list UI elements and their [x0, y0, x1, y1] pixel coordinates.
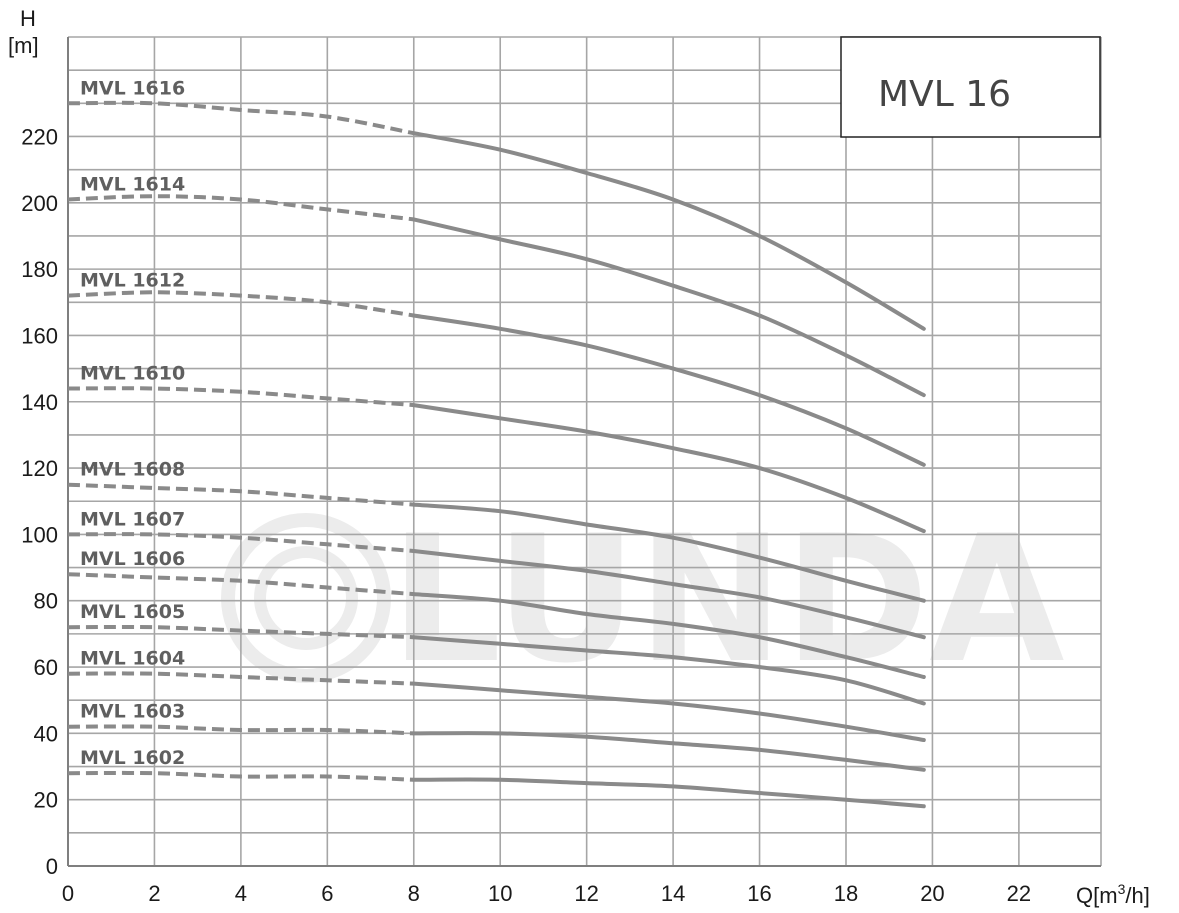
y-tick-label: 220 — [21, 124, 58, 149]
y-tick-label: 0 — [46, 854, 58, 879]
series-label-mvl-1612: MVL 1612 — [80, 270, 185, 292]
curve-mvl-1614-dashed — [67, 194, 415, 222]
curve-mvl-1603-dashed — [67, 724, 414, 736]
y-axis-unit: [m] — [8, 33, 39, 58]
y-tick-label: 180 — [21, 257, 58, 282]
model-title-box: MVL 16 — [840, 36, 1101, 138]
curve-mvl-1616-dashed — [67, 100, 415, 136]
x-axis-title-end: /h] — [1125, 883, 1149, 908]
grid — [68, 36, 1102, 866]
series-label-mvl-1614: MVL 1614 — [80, 173, 185, 195]
x-axis-title: Q[m3/h] — [1076, 881, 1150, 908]
chart-title: MVL 16 — [878, 74, 1011, 115]
axes — [67, 37, 1101, 867]
x-axis-title-main: Q[m — [1076, 883, 1118, 908]
series-label-mvl-1616: MVL 1616 — [80, 77, 185, 99]
series-label-mvl-1603: MVL 1603 — [80, 701, 185, 723]
curve-mvl-1603-solid — [411, 731, 926, 772]
y-tick-label: 160 — [21, 323, 58, 348]
curve-mvl-1606-solid — [411, 592, 926, 679]
y-tick-label: 100 — [21, 522, 58, 547]
y-tick-label: 140 — [21, 390, 58, 415]
curve-mvl-1610-dashed — [67, 386, 414, 408]
curve-mvl-1606-dashed — [67, 572, 414, 597]
y-tick-label: 120 — [21, 456, 58, 481]
y-tick-label: 200 — [21, 191, 58, 216]
curve-mvl-1605-solid — [411, 635, 926, 706]
series-labels: MVL 1616 MVL 1614 MVL 1612 MVL 1610 MVL 1608… — [80, 77, 185, 769]
y-tick-label: 20 — [34, 788, 58, 813]
series-label-mvl-1605: MVL 1605 — [80, 601, 185, 623]
y-tick-label: 40 — [34, 721, 58, 746]
x-tick-label: 2 — [148, 881, 160, 906]
series-label-mvl-1608: MVL 1608 — [80, 459, 185, 481]
x-tick-label: 22 — [1007, 881, 1031, 906]
curve-mvl-1607-dashed — [67, 532, 414, 553]
watermark-ring-outer — [221, 513, 391, 683]
x-tick-label: 6 — [321, 881, 333, 906]
curve-mvl-1612-dashed — [67, 290, 415, 318]
x-axis-title-sup: 3 — [1118, 881, 1126, 897]
curve-mvl-1608-solid — [411, 502, 926, 603]
tick-labels: 0 2 4 6 8 10 12 14 16 18 20 22020406080100120140160… — [21, 124, 1031, 906]
curve-mvl-1604-dashed — [67, 671, 414, 686]
x-tick-label: 4 — [235, 881, 247, 906]
curve-mvl-1607-solid — [411, 549, 926, 640]
curve-mvl-1604-solid — [411, 681, 926, 742]
x-tick-label: 10 — [488, 881, 512, 906]
curve-mvl-1610-solid — [411, 403, 926, 534]
x-tick-label: 0 — [62, 881, 74, 906]
x-tick-label: 8 — [408, 881, 420, 906]
series-label-mvl-1606: MVL 1606 — [80, 548, 185, 570]
x-tick-label: 16 — [747, 881, 771, 906]
y-axis-title: H — [20, 6, 36, 31]
x-tick-label: 20 — [920, 881, 944, 906]
watermark-ring-inner — [254, 546, 358, 650]
curve-mvl-1616-solid — [411, 131, 926, 331]
y-tick-label: 60 — [34, 655, 58, 680]
series-label-mvl-1602: MVL 1602 — [80, 747, 185, 769]
curve-mvl-1602-solid — [411, 777, 926, 809]
series-label-mvl-1604: MVL 1604 — [80, 648, 185, 670]
x-tick-label: 18 — [834, 881, 858, 906]
curve-mvl-1605-dashed — [67, 624, 414, 640]
series-label-mvl-1607: MVL 1607 — [80, 508, 185, 530]
model-title-frame — [840, 36, 1101, 138]
curve-mvl-1614-solid — [411, 217, 926, 398]
y-tick-label: 80 — [34, 589, 58, 614]
curve-mvl-1602-dashed — [67, 770, 414, 782]
curve-mvl-1608-dashed — [67, 482, 414, 507]
x-tick-label: 12 — [574, 881, 598, 906]
curve-mvl-1612-solid — [411, 313, 926, 467]
series-label-mvl-1610: MVL 1610 — [80, 362, 185, 384]
pump-curves — [67, 100, 926, 809]
x-tick-label: 14 — [661, 881, 685, 906]
